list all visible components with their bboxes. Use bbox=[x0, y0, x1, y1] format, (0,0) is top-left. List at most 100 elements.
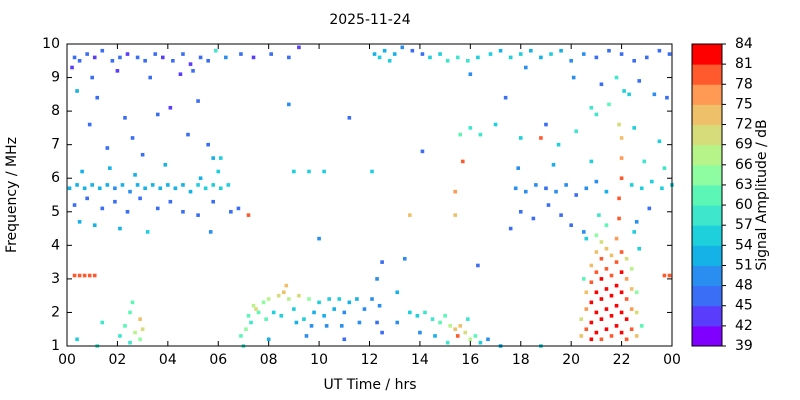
data-point bbox=[546, 203, 551, 207]
x-tick-label: 04 bbox=[159, 352, 177, 368]
data-point bbox=[125, 52, 130, 56]
data-point bbox=[594, 112, 599, 117]
data-point bbox=[287, 297, 291, 301]
data-point bbox=[292, 307, 296, 311]
data-point bbox=[518, 52, 523, 56]
data-point bbox=[72, 203, 77, 207]
data-point bbox=[297, 293, 301, 298]
data-point bbox=[160, 55, 165, 60]
data-point bbox=[453, 189, 458, 194]
data-point bbox=[191, 69, 195, 73]
data-point bbox=[531, 216, 536, 221]
data-point bbox=[599, 337, 604, 342]
y-tick-label: 5 bbox=[51, 204, 60, 220]
data-point bbox=[650, 179, 654, 184]
data-point bbox=[428, 55, 432, 60]
colorbar-tick-label: 60 bbox=[735, 197, 753, 213]
data-point bbox=[95, 95, 100, 100]
data-point bbox=[418, 330, 422, 335]
data-point bbox=[634, 310, 639, 315]
data-point bbox=[476, 55, 480, 60]
colorbar-frame bbox=[691, 43, 723, 347]
x-tick-label: 06 bbox=[209, 352, 227, 368]
data-point bbox=[90, 183, 95, 187]
data-point bbox=[594, 233, 599, 238]
data-point bbox=[392, 52, 397, 56]
data-point bbox=[322, 314, 326, 318]
data-point bbox=[135, 183, 140, 187]
data-point bbox=[87, 273, 92, 278]
data-point bbox=[604, 307, 609, 311]
x-tick-label: 02 bbox=[109, 352, 127, 368]
data-point bbox=[662, 273, 667, 278]
data-point bbox=[647, 206, 652, 211]
data-point bbox=[100, 48, 105, 53]
data-point bbox=[108, 166, 112, 170]
data-point bbox=[667, 52, 672, 56]
data-point bbox=[115, 69, 120, 73]
data-point bbox=[239, 52, 243, 56]
data-point bbox=[498, 48, 503, 53]
data-point bbox=[665, 95, 669, 100]
colorbar-bin bbox=[692, 225, 722, 246]
data-point bbox=[599, 277, 604, 281]
data-point bbox=[188, 189, 193, 194]
data-point bbox=[634, 290, 639, 295]
data-point bbox=[218, 186, 223, 191]
data-point bbox=[171, 58, 175, 63]
data-point bbox=[100, 206, 105, 211]
colorbar-tick-label: 45 bbox=[735, 298, 753, 314]
data-point bbox=[607, 48, 611, 53]
data-point bbox=[609, 334, 614, 338]
data-point bbox=[216, 169, 221, 174]
data-point bbox=[632, 230, 636, 234]
data-point bbox=[292, 169, 296, 174]
data-point bbox=[145, 230, 150, 234]
data-point bbox=[589, 280, 594, 285]
data-point bbox=[287, 102, 291, 107]
colorbar-tick-label: 81 bbox=[735, 56, 753, 72]
data-point bbox=[168, 199, 173, 204]
colorbar-tick-label: 48 bbox=[735, 278, 753, 294]
data-point bbox=[627, 92, 631, 97]
data-point bbox=[279, 314, 284, 318]
data-point bbox=[571, 75, 576, 80]
data-point bbox=[196, 213, 200, 217]
data-point bbox=[211, 156, 216, 160]
data-point bbox=[632, 126, 636, 130]
data-point bbox=[324, 324, 329, 328]
data-point bbox=[370, 297, 374, 301]
data-point bbox=[153, 52, 158, 56]
data-point bbox=[246, 213, 251, 217]
data-point bbox=[569, 223, 573, 227]
data-point bbox=[516, 166, 521, 170]
data-point bbox=[196, 183, 200, 187]
data-point bbox=[629, 287, 634, 291]
data-point bbox=[529, 48, 533, 53]
data-point bbox=[322, 169, 326, 174]
data-point bbox=[466, 317, 470, 321]
data-point bbox=[584, 236, 589, 241]
data-point bbox=[123, 116, 127, 120]
data-point bbox=[312, 310, 316, 315]
data-point bbox=[380, 330, 384, 335]
data-point bbox=[574, 193, 579, 197]
data-point bbox=[614, 303, 619, 308]
data-point bbox=[251, 303, 256, 308]
data-point bbox=[619, 52, 624, 56]
data-point bbox=[420, 149, 425, 154]
data-point bbox=[206, 142, 210, 147]
data-point bbox=[181, 183, 185, 187]
data-point bbox=[118, 226, 122, 231]
data-point bbox=[304, 334, 309, 338]
data-point bbox=[82, 186, 87, 191]
data-point bbox=[637, 79, 642, 83]
data-point bbox=[80, 169, 84, 174]
data-point bbox=[476, 263, 480, 268]
data-point bbox=[105, 146, 110, 150]
data-point bbox=[307, 297, 311, 301]
data-point bbox=[549, 52, 553, 56]
data-point bbox=[236, 206, 241, 211]
data-point bbox=[652, 92, 657, 97]
colorbar-tick-label: 72 bbox=[735, 117, 753, 133]
